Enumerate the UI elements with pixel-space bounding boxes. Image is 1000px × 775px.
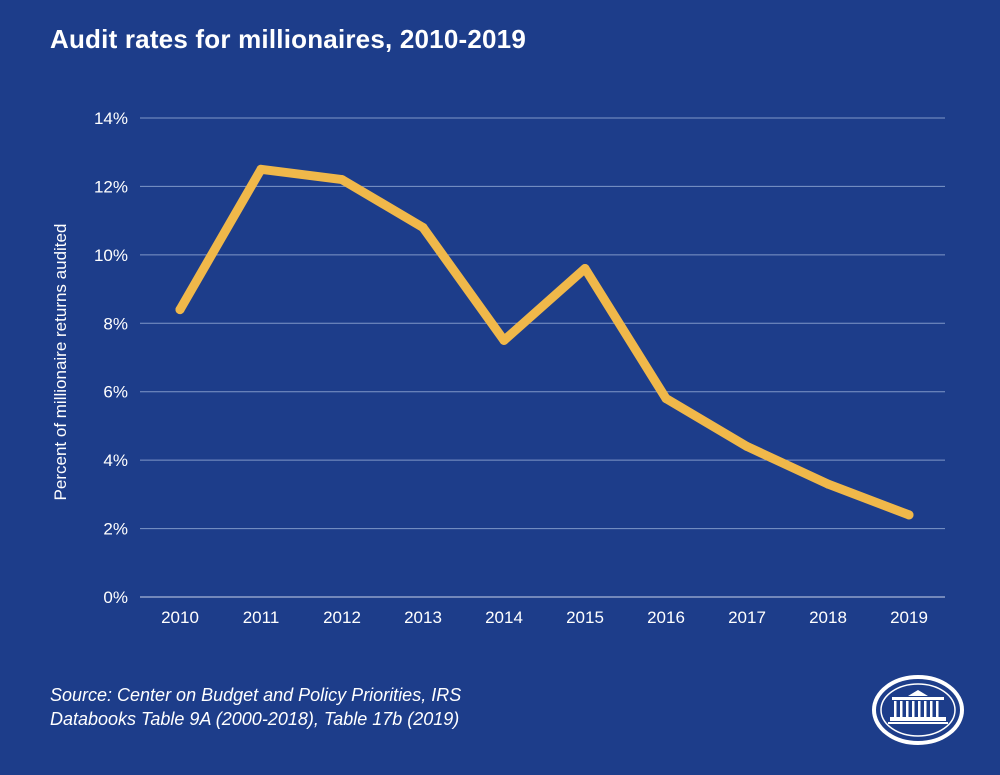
x-tick-label: 2016 — [647, 608, 685, 627]
y-axis-label: Percent of millionaire returns audited — [51, 224, 70, 501]
chart-title: Audit rates for millionaires, 2010-2019 — [50, 24, 526, 54]
y-tick-labels: 0% 2% 4% 6% 8% 10% 12% 14% — [94, 109, 128, 607]
y-tick-label: 0% — [103, 588, 128, 607]
x-tick-label: 2018 — [809, 608, 847, 627]
x-tick-label: 2017 — [728, 608, 766, 627]
x-tick-label: 2012 — [323, 608, 361, 627]
data-point — [418, 222, 428, 232]
data-point — [256, 164, 266, 174]
source-note: Source: Center on Budget and Policy Prio… — [50, 683, 461, 731]
y-tick-label: 8% — [103, 314, 128, 333]
data-point — [580, 264, 590, 274]
y-tick-label: 6% — [103, 383, 128, 402]
x-tick-label: 2019 — [890, 608, 928, 627]
series-group — [175, 164, 914, 520]
data-point — [661, 394, 671, 404]
data-point — [175, 305, 185, 315]
line-chart: 0% 2% 4% 6% 8% 10% 12% 14% 2010 2011 2012 2013 2014… — [51, 109, 945, 627]
y-tick-label: 10% — [94, 246, 128, 265]
y-tick-label: 2% — [103, 520, 128, 539]
data-point — [742, 441, 752, 451]
x-tick-label: 2011 — [243, 608, 280, 627]
data-point — [904, 510, 914, 520]
data-point — [499, 335, 509, 345]
y-tick-label: 4% — [103, 451, 128, 470]
white-house-icon — [872, 675, 964, 745]
x-tick-labels: 2010 2011 2012 2013 2014 2015 2016 2017 2018 2019 — [161, 608, 928, 627]
x-tick-label: 2015 — [566, 608, 604, 627]
gridlines — [140, 117, 945, 598]
series-line — [175, 164, 914, 520]
y-tick-label: 14% — [94, 109, 128, 128]
x-tick-label: 2014 — [485, 608, 523, 627]
data-point — [823, 479, 833, 489]
source-line-2: Databooks Table 9A (2000-2018), Table 17… — [50, 709, 460, 729]
data-point — [337, 175, 347, 185]
x-tick-label: 2013 — [404, 608, 442, 627]
x-tick-label: 2010 — [161, 608, 199, 627]
source-line-1: Source: Center on Budget and Policy Prio… — [50, 685, 462, 705]
y-tick-label: 12% — [94, 177, 128, 196]
